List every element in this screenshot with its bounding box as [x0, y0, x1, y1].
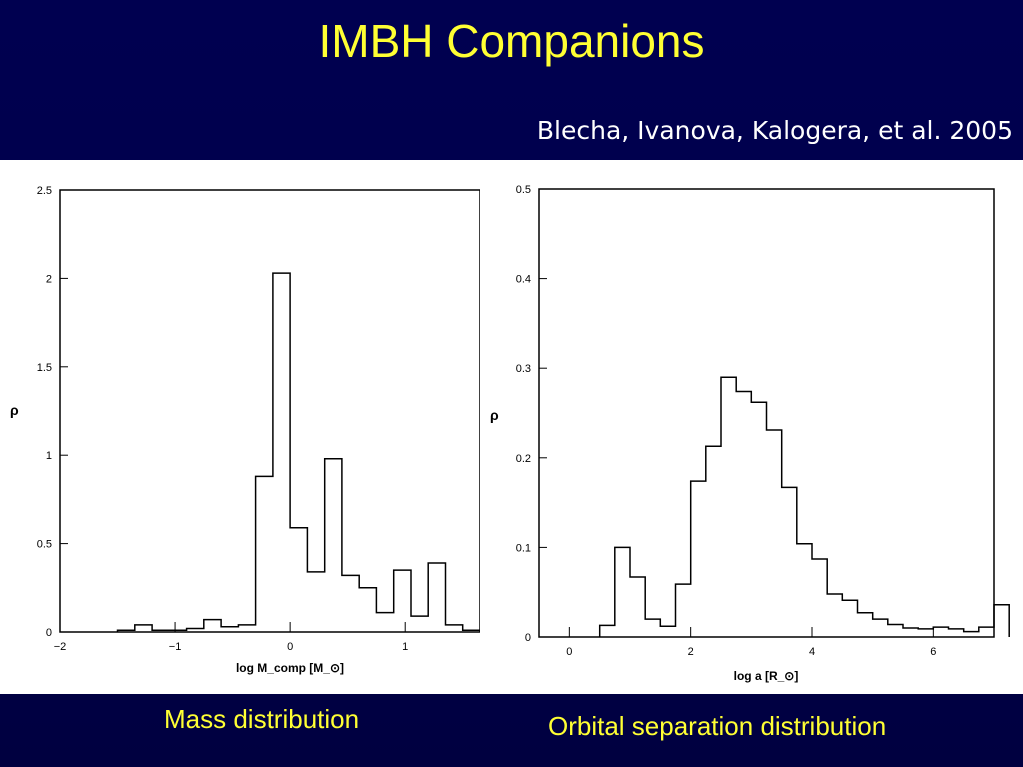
- x-tick-label: 4: [809, 646, 815, 658]
- histogram-line: [116, 272, 481, 632]
- x-tick-label: 0: [287, 641, 293, 653]
- mass-distribution-chart: 0 0.5 1 1.5 2 2.5 −2 −1 0 1 ρ log M_comp [M_⊙]: [10, 185, 481, 675]
- x-tick-label: 1: [402, 641, 408, 653]
- x-tick-label: 6: [930, 646, 936, 658]
- x-tick-label: 0: [566, 646, 572, 658]
- y-tick-label: 1.5: [37, 362, 52, 374]
- x-tick-label: −2: [54, 641, 67, 653]
- y-tick-label: 0.4: [516, 274, 531, 286]
- x-axis-label: log a [R_⊙]: [734, 669, 799, 683]
- x-tick-label: −1: [169, 641, 182, 653]
- y-tick-label: 1: [46, 450, 52, 462]
- y-tick-label: 0: [46, 627, 52, 639]
- y-tick-label: 0.5: [37, 539, 52, 551]
- y-tick-label: 2.5: [37, 185, 52, 197]
- plot-frame: [59, 189, 481, 633]
- y-tick-label: 0.5: [516, 184, 531, 196]
- histogram-line: [598, 376, 1010, 637]
- y-tick-label: 0.2: [516, 453, 531, 465]
- x-axis-label: log M_comp [M_⊙]: [236, 661, 344, 675]
- y-tick-label: 0: [525, 632, 531, 644]
- x-tick-label: 2: [688, 646, 694, 658]
- citation: Blecha, Ivanova, Kalogera, et al. 2005: [536, 116, 1013, 145]
- separation-distribution-panel: 0 0.1 0.2 0.3 0.4 0.5 0 2 4 6 ρ log a [R_⊙]: [480, 160, 1023, 694]
- mass-distribution-panel: 0 0.5 1 1.5 2 2.5 −2 −1 0 1 ρ log M_comp [M_⊙]: [0, 160, 481, 694]
- separation-distribution-caption: Orbital separation distribution: [548, 711, 887, 741]
- y-axis-label: ρ: [490, 407, 499, 423]
- separation-distribution-chart: 0 0.1 0.2 0.3 0.4 0.5 0 2 4 6 ρ log a [R_⊙]: [490, 184, 1010, 683]
- slide-title: IMBH Companions: [318, 15, 705, 67]
- mass-distribution-caption: Mass distribution: [164, 704, 360, 734]
- y-tick-label: 2: [46, 273, 52, 285]
- plot-frame: [538, 188, 995, 638]
- y-axis-label: ρ: [10, 402, 19, 418]
- y-tick-label: 0.1: [516, 542, 531, 554]
- y-tick-label: 0.3: [516, 363, 531, 375]
